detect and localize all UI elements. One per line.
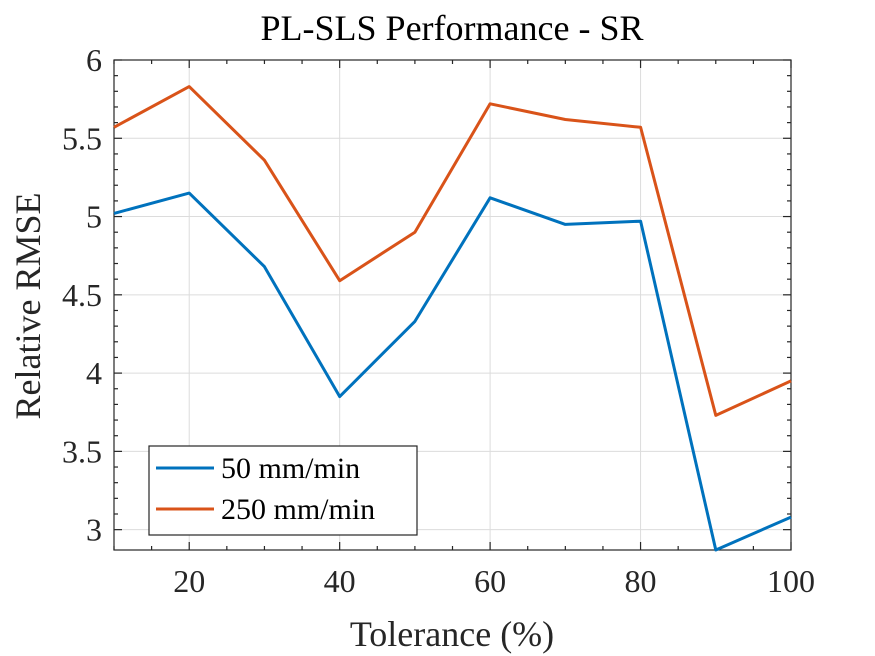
x-tick-label: 20: [173, 563, 205, 599]
x-tick-label: 60: [474, 563, 506, 599]
axis-ticks: [113, 59, 792, 550]
series-line-0: [113, 191, 792, 552]
y-tick-label: 5.5: [62, 120, 102, 156]
y-tick-label: 4: [86, 355, 102, 391]
legend-box: [148, 445, 418, 536]
y-axis-label: Relative RMSE: [8, 193, 48, 420]
x-tick-label: 100: [767, 563, 815, 599]
series-line-1: [113, 85, 792, 417]
legend-label-50: 50 mm/min: [221, 452, 360, 485]
y-tick-label: 3: [86, 512, 102, 548]
x-tick-label: 80: [625, 563, 657, 599]
x-tick-label: 40: [324, 563, 356, 599]
legend: 50 mm/min 250 mm/min: [148, 445, 418, 536]
y-tick-label: 3.5: [62, 433, 102, 469]
legend-label-250: 250 mm/min: [221, 493, 375, 526]
chart-title: PL-SLS Performance - SR: [261, 8, 644, 48]
y-tick-label: 5: [86, 199, 102, 235]
tick-labels: 20 40 60 80 100 3 3.5 4 4.5 5 5.5 6: [62, 42, 815, 599]
y-tick-label: 4.5: [62, 277, 102, 313]
series-lines: [113, 85, 792, 552]
y-tick-label: 6: [86, 42, 102, 78]
x-axis-label: Tolerance (%): [350, 614, 554, 654]
